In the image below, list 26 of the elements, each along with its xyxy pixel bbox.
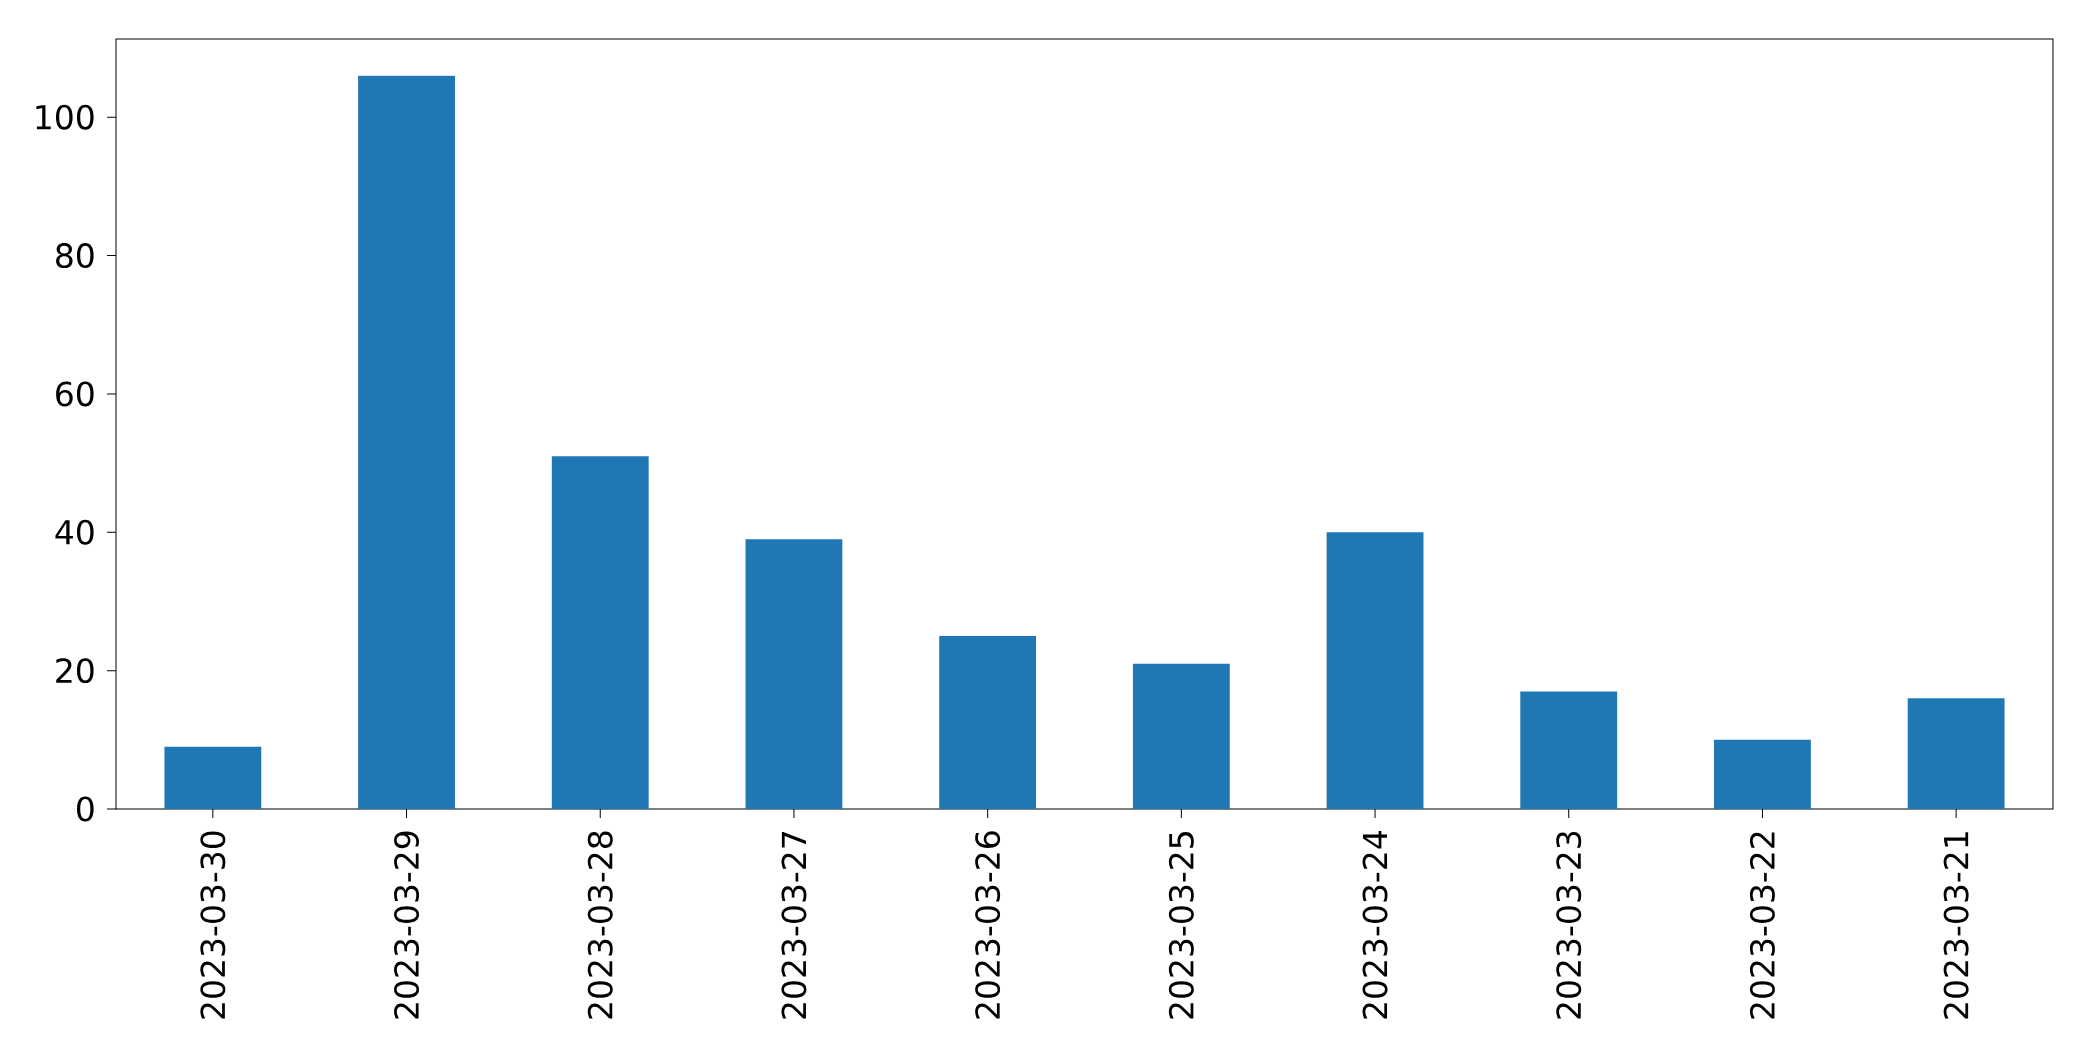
bar	[358, 75, 455, 809]
bar	[1132, 663, 1230, 809]
bar	[551, 456, 649, 809]
y-tick-label: 20	[56, 658, 94, 684]
x-tick-label: 2023-03-28	[587, 831, 613, 1019]
bar	[1326, 532, 1424, 809]
bar	[1907, 698, 2005, 809]
x-tick-label: 2023-03-22	[1749, 832, 1775, 1019]
x-tick-label: 2023-03-27	[781, 832, 807, 1019]
y-tick-label: 80	[56, 243, 94, 269]
bar	[1520, 691, 1618, 809]
bar	[745, 539, 843, 809]
x-tick-label: 2023-03-21	[1943, 832, 1969, 1019]
x-tick-label: 2023-03-23	[1556, 831, 1582, 1019]
y-tick-label: 40	[55, 519, 94, 545]
x-tick-label: 2023-03-26	[975, 831, 1001, 1019]
x-tick-label: 2023-03-25	[1168, 832, 1194, 1019]
x-tick-label: 2023-03-24	[1362, 831, 1388, 1019]
bar	[939, 636, 1037, 809]
x-tick-label: 2023-03-29	[394, 831, 420, 1019]
y-tick-label: 100	[36, 104, 94, 130]
x-tick-label: 2023-03-30	[200, 831, 226, 1019]
bar	[164, 746, 262, 809]
bar	[1714, 739, 1811, 809]
y-tick-label: 60	[56, 381, 94, 407]
y-tick-label: 0	[76, 796, 94, 822]
